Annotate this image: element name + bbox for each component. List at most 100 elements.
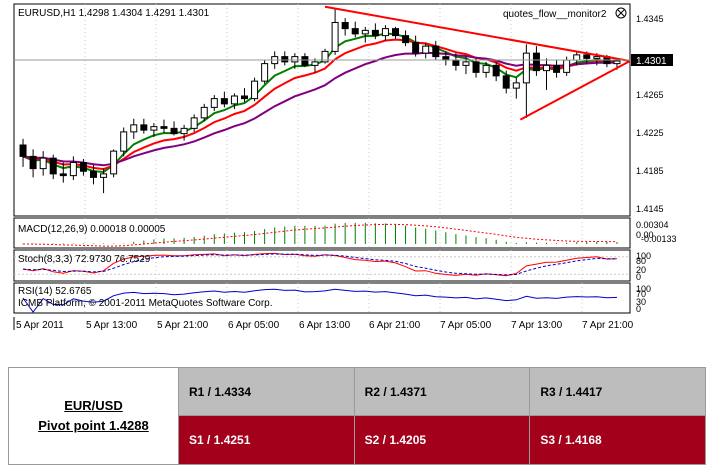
candle-body — [130, 124, 138, 133]
candle — [69, 156, 77, 180]
rsi-axis-label: 70 — [636, 289, 646, 299]
candle-body — [90, 170, 97, 178]
platform-watermark: ICMB Platform, © 2001-2011 MetaQuotes So… — [18, 298, 273, 309]
stoch-axis-label: 20 — [636, 265, 646, 275]
candle-body — [160, 126, 168, 129]
candle — [90, 165, 97, 185]
time-axis-label: 6 Apr 05:00 — [228, 320, 280, 331]
candle — [100, 168, 108, 194]
pair-name: EUR/USD — [64, 398, 123, 413]
candle-body — [29, 155, 37, 170]
candle-body — [381, 28, 389, 37]
indicator-label: quotes_flow__monitor2 — [503, 9, 607, 20]
candle — [553, 60, 561, 78]
pivot-point: Pivot point 1.4288 — [38, 418, 149, 433]
candle-body — [140, 124, 148, 131]
candle — [392, 26, 399, 40]
macd-axis-label: 0.00304 — [636, 220, 669, 230]
candle-body — [261, 63, 269, 82]
candle — [522, 44, 530, 118]
candle-body — [150, 126, 158, 131]
time-axis-label: 5 Apr 21:00 — [157, 320, 209, 331]
candle — [472, 58, 480, 78]
candle-body — [553, 64, 561, 73]
candle — [432, 40, 440, 61]
candle-body — [331, 22, 339, 52]
pivot-table: EUR/USD Pivot point 1.4288 R1 / 1.4334 R… — [8, 367, 706, 465]
time-axis-label: 5 Apr 2011 — [16, 320, 64, 331]
stoch-axis-label: 0 — [636, 272, 641, 282]
candle-body — [19, 144, 27, 157]
chart-window[interactable]: 1.4301 EURUSD,H1 1.4298 1.4304 1.4291 1.… — [0, 0, 716, 335]
candle-body — [593, 56, 601, 59]
candle — [381, 25, 389, 41]
candle — [361, 26, 369, 43]
macd-axis-label: -0.00133 — [641, 234, 677, 244]
candle-body — [281, 56, 289, 63]
time-axis-label: 5 Apr 13:00 — [86, 320, 138, 331]
candle — [200, 103, 208, 122]
candle-body — [200, 106, 208, 119]
rsi-pane[interactable] — [13, 282, 631, 314]
price-pane[interactable] — [13, 3, 631, 217]
candle-body — [210, 98, 218, 108]
candle — [422, 42, 430, 59]
ma-fast-line — [22, 32, 617, 174]
candle-body — [120, 131, 128, 152]
candle — [512, 77, 520, 99]
candle — [412, 35, 420, 57]
time-axis-label: 7 Apr 05:00 — [440, 320, 492, 331]
indicator-close-icon[interactable] — [615, 7, 627, 19]
candle-body — [351, 28, 359, 35]
support-s1: S1 / 1.4251 — [178, 415, 355, 465]
current-price-label: 1.4301 — [636, 56, 667, 67]
candle — [532, 46, 540, 76]
macd-pane[interactable] — [13, 217, 631, 249]
candle — [39, 151, 47, 176]
candle-body — [522, 52, 530, 84]
macd-signal-line — [22, 223, 618, 247]
candle-body — [79, 162, 87, 172]
candle-body — [563, 59, 571, 73]
candle-body — [432, 45, 440, 58]
candle-body — [452, 59, 460, 66]
macd-axis-label: 0.00 — [636, 230, 654, 240]
symbol-info: EURUSD,H1 1.4298 1.4304 1.4291 1.4301 — [18, 8, 210, 19]
price-axis-label: 1.4145 — [636, 204, 664, 214]
candle-body — [543, 64, 550, 72]
candle-body — [110, 150, 118, 175]
candle-body — [311, 61, 319, 66]
candle — [291, 53, 299, 69]
macd-label: MACD(12,26,9) 0.00018 0.00005 — [18, 224, 166, 235]
stoch-label: Stoch(8,3,3) 72.9730 76.7529 — [18, 254, 151, 265]
candle — [110, 149, 118, 178]
stoch-axis-label: 80 — [636, 256, 646, 266]
price-axis-label: 1.4345 — [636, 14, 664, 24]
time-axis-label: 6 Apr 21:00 — [369, 320, 421, 331]
candle — [29, 149, 37, 178]
candle-body — [190, 117, 198, 129]
candle-body — [573, 54, 581, 61]
rsi-label: RSI(14) 52.6765 — [18, 286, 92, 297]
ma-slow-line — [22, 51, 618, 167]
resistance-r2: R2 / 1.4371 — [353, 367, 531, 416]
candle — [180, 124, 188, 141]
candle-body — [220, 98, 228, 105]
candle — [281, 51, 289, 66]
candle — [311, 58, 319, 73]
stoch-main-line — [22, 252, 618, 277]
price-axis-label: 1.4225 — [636, 128, 664, 138]
candle-body — [251, 80, 259, 100]
candle — [502, 70, 510, 94]
candle — [130, 118, 138, 139]
candle — [19, 138, 27, 167]
candle-body — [230, 95, 238, 105]
resistance-r3: R3 / 1.4417 — [529, 367, 706, 416]
candle-body — [472, 61, 480, 73]
price-axis: 1.4345 1.4265 1.4225 1.4185 1.4145 — [636, 14, 664, 214]
candle-body — [512, 82, 520, 89]
candle-body — [170, 127, 178, 135]
candle — [321, 48, 329, 64]
candle — [402, 30, 410, 47]
rsi-axis-label: 100 — [636, 284, 651, 294]
